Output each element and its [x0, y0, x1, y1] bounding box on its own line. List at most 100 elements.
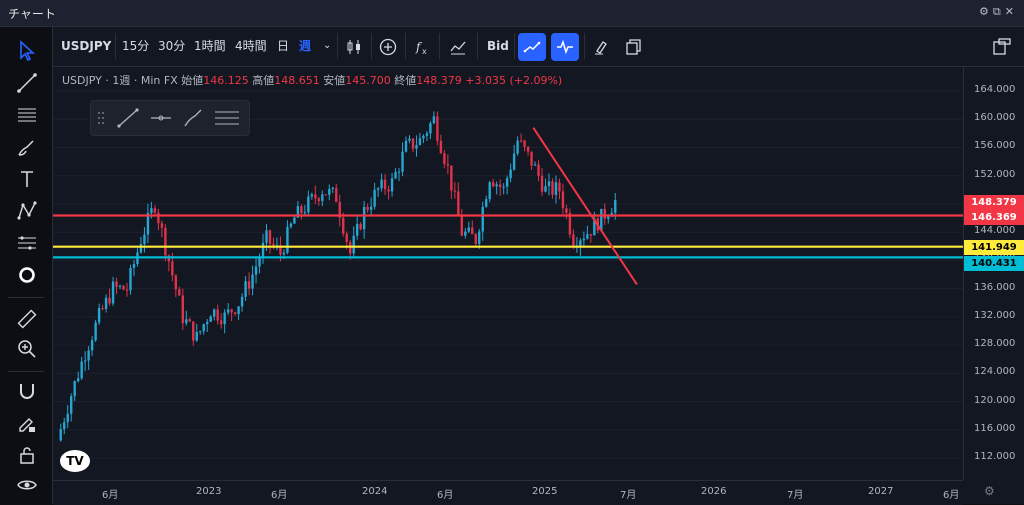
candle-body: [401, 151, 404, 172]
time-tick: 7月: [620, 490, 637, 501]
candle-body: [244, 281, 247, 297]
candle-body: [150, 208, 153, 214]
popout-icon[interactable]: ⧉: [992, 5, 1005, 18]
cursor-tool[interactable]: [12, 37, 42, 65]
visibility-tool[interactable]: [12, 471, 42, 499]
interval-15m[interactable]: 15分: [122, 39, 150, 53]
candle-body: [568, 212, 572, 235]
templates-button[interactable]: [444, 33, 472, 61]
time-axis[interactable]: 6月 2023 6月 2024 6月 2025 7月 2026 7月 2027 …: [53, 480, 963, 505]
candle-body: [143, 234, 146, 245]
toolbar-divider: [371, 33, 372, 59]
legend-low-label: 安値: [323, 74, 346, 87]
brush-icon: [18, 140, 34, 156]
interval-week[interactable]: 週: [299, 39, 312, 53]
candles: [59, 111, 617, 442]
trendline-tool[interactable]: [12, 69, 42, 97]
candle-body: [226, 309, 230, 313]
candle-body: [415, 144, 418, 149]
legend-symbol: USDJPY: [62, 74, 102, 87]
compare-button[interactable]: [374, 33, 402, 61]
trend-up-icon: [523, 41, 541, 53]
candle-body: [498, 184, 502, 188]
trend-toggle-button[interactable]: [518, 33, 546, 61]
layout-icon: [993, 38, 1011, 55]
brush-tool[interactable]: [12, 133, 42, 161]
price-axis[interactable]: 164.000160.000156.000152.000148.000144.0…: [963, 67, 1024, 480]
prediction-icon: [18, 236, 36, 250]
parallel-lines-icon[interactable]: [215, 111, 239, 125]
prediction-tool[interactable]: [12, 229, 42, 257]
candle-body: [411, 138, 415, 149]
fib-tool[interactable]: [12, 101, 42, 129]
price-type-button[interactable]: Bid: [487, 39, 509, 53]
price-tick: 120.000: [974, 394, 1016, 406]
interval-30m[interactable]: 30分: [158, 39, 186, 53]
candle-body: [118, 285, 122, 287]
zoom-tool[interactable]: [12, 335, 42, 363]
close-icon[interactable]: ✕: [1004, 5, 1018, 18]
title-bar: チャート ⚙⧉✕: [0, 0, 1024, 27]
candle-body: [366, 206, 369, 210]
cyan-line-price-label: 140.431: [964, 256, 1024, 271]
interval-day[interactable]: 日: [277, 39, 290, 53]
text-tool[interactable]: [12, 165, 42, 193]
interval-1h[interactable]: 1時間: [194, 39, 226, 53]
candle-body: [432, 116, 436, 124]
candle-body: [272, 243, 275, 246]
candle-body: [59, 429, 62, 441]
candles-icon: [347, 40, 360, 54]
candle-body: [111, 281, 115, 304]
axis-settings-icon[interactable]: ⚙: [984, 484, 995, 498]
fib-icon: [18, 108, 36, 122]
candle-body: [279, 245, 282, 255]
chevron-down-icon[interactable]: ⌄: [323, 40, 332, 51]
legend-close: 148.379: [416, 74, 462, 87]
candle-body: [338, 201, 341, 218]
candle-body: [70, 396, 73, 414]
candle-body: [464, 231, 467, 236]
candle-body: [101, 308, 104, 310]
drag-handle-icon[interactable]: [98, 112, 104, 124]
horizontal-ray-icon[interactable]: [151, 115, 171, 121]
clear-drawings-button[interactable]: [587, 33, 615, 61]
candle-body: [247, 281, 251, 289]
candle-body: [544, 186, 547, 192]
candle-body: [178, 289, 181, 296]
candle-body: [230, 309, 233, 313]
chart-type-button[interactable]: [340, 33, 368, 61]
brush-icon[interactable]: [184, 109, 202, 127]
horizontal-lines: [53, 214, 963, 259]
legend-low: 145.700: [345, 74, 391, 87]
magnet-icon: [20, 384, 34, 399]
candle-body: [331, 187, 334, 189]
ellipse-tool[interactable]: [12, 261, 42, 289]
sidebar-divider: [8, 297, 44, 298]
layout-button[interactable]: [988, 33, 1016, 61]
candle-body: [516, 140, 519, 154]
lock-drawing-tool[interactable]: [12, 409, 42, 437]
ruler-tool[interactable]: [12, 305, 42, 333]
symbol-button[interactable]: USDJPY: [61, 39, 112, 53]
lock-tool[interactable]: [12, 441, 42, 469]
trendline: [532, 127, 638, 285]
pattern-tool[interactable]: [12, 197, 42, 225]
trendline-segment[interactable]: [532, 127, 638, 285]
candle-body: [286, 226, 289, 253]
magnet-tool[interactable]: [12, 377, 42, 405]
candle-body: [446, 163, 450, 166]
interval-4h[interactable]: 4時間: [235, 39, 267, 53]
tradingview-logo: TV: [60, 450, 90, 472]
signal-toggle-button[interactable]: [551, 33, 579, 61]
settings-icon[interactable]: ⚙: [979, 5, 993, 18]
candle-body: [195, 332, 198, 341]
trendline-icon[interactable]: [117, 108, 139, 128]
price-tick: 116.000: [974, 422, 1016, 434]
sidebar-divider: [8, 371, 44, 372]
candle-body: [174, 275, 178, 290]
trendline-icon: [17, 73, 37, 93]
candle-body: [153, 208, 157, 213]
toolbar-divider: [477, 33, 478, 59]
copy-button[interactable]: [619, 33, 647, 61]
